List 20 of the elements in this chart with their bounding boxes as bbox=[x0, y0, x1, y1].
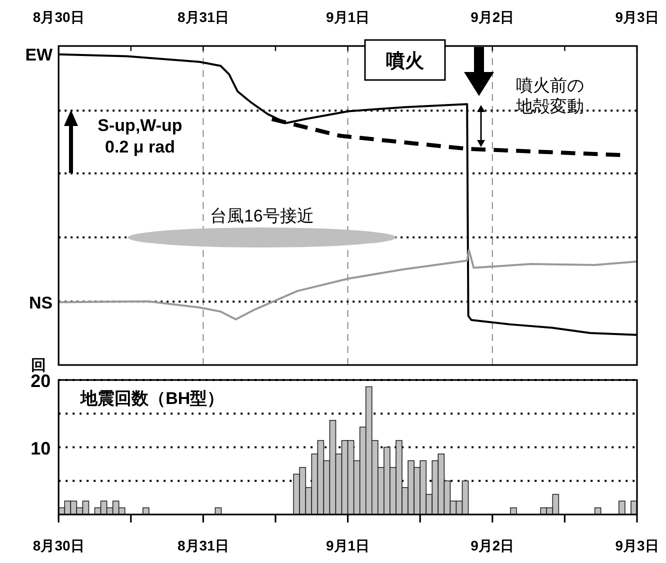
x-tick-label: 9月3日 bbox=[615, 538, 659, 554]
x-tick-label: 8月30日 bbox=[32, 538, 84, 554]
series-label: NS bbox=[28, 293, 53, 312]
text: 地震回数（BH型） bbox=[80, 389, 224, 408]
series-label: EW bbox=[25, 45, 54, 64]
x-tick-label: 9月2日 bbox=[470, 9, 514, 25]
x-tick-label: 8月31日 bbox=[178, 538, 229, 554]
x-tick-label: 9月3日 bbox=[615, 9, 659, 25]
x-tick-label: 9月1日 bbox=[326, 9, 370, 25]
x-tick-label: 8月31日 bbox=[178, 9, 229, 25]
annotation: S-up,W-up 0.2 μ rad bbox=[98, 116, 182, 156]
y-axis-title: 回 bbox=[31, 357, 46, 374]
y-tick-label: 10 bbox=[30, 438, 51, 458]
x-tick-label: 9月1日 bbox=[326, 538, 370, 554]
x-tick-label: 8月30日 bbox=[32, 9, 84, 25]
y-tick-label: 20 bbox=[30, 371, 51, 391]
x-tick-label: 9月2日 bbox=[470, 538, 514, 554]
band-label: 台風16号接近 bbox=[210, 206, 314, 226]
annotation: 噴火前の地殻変動 bbox=[515, 76, 584, 116]
annotation: 噴火 bbox=[386, 50, 425, 72]
